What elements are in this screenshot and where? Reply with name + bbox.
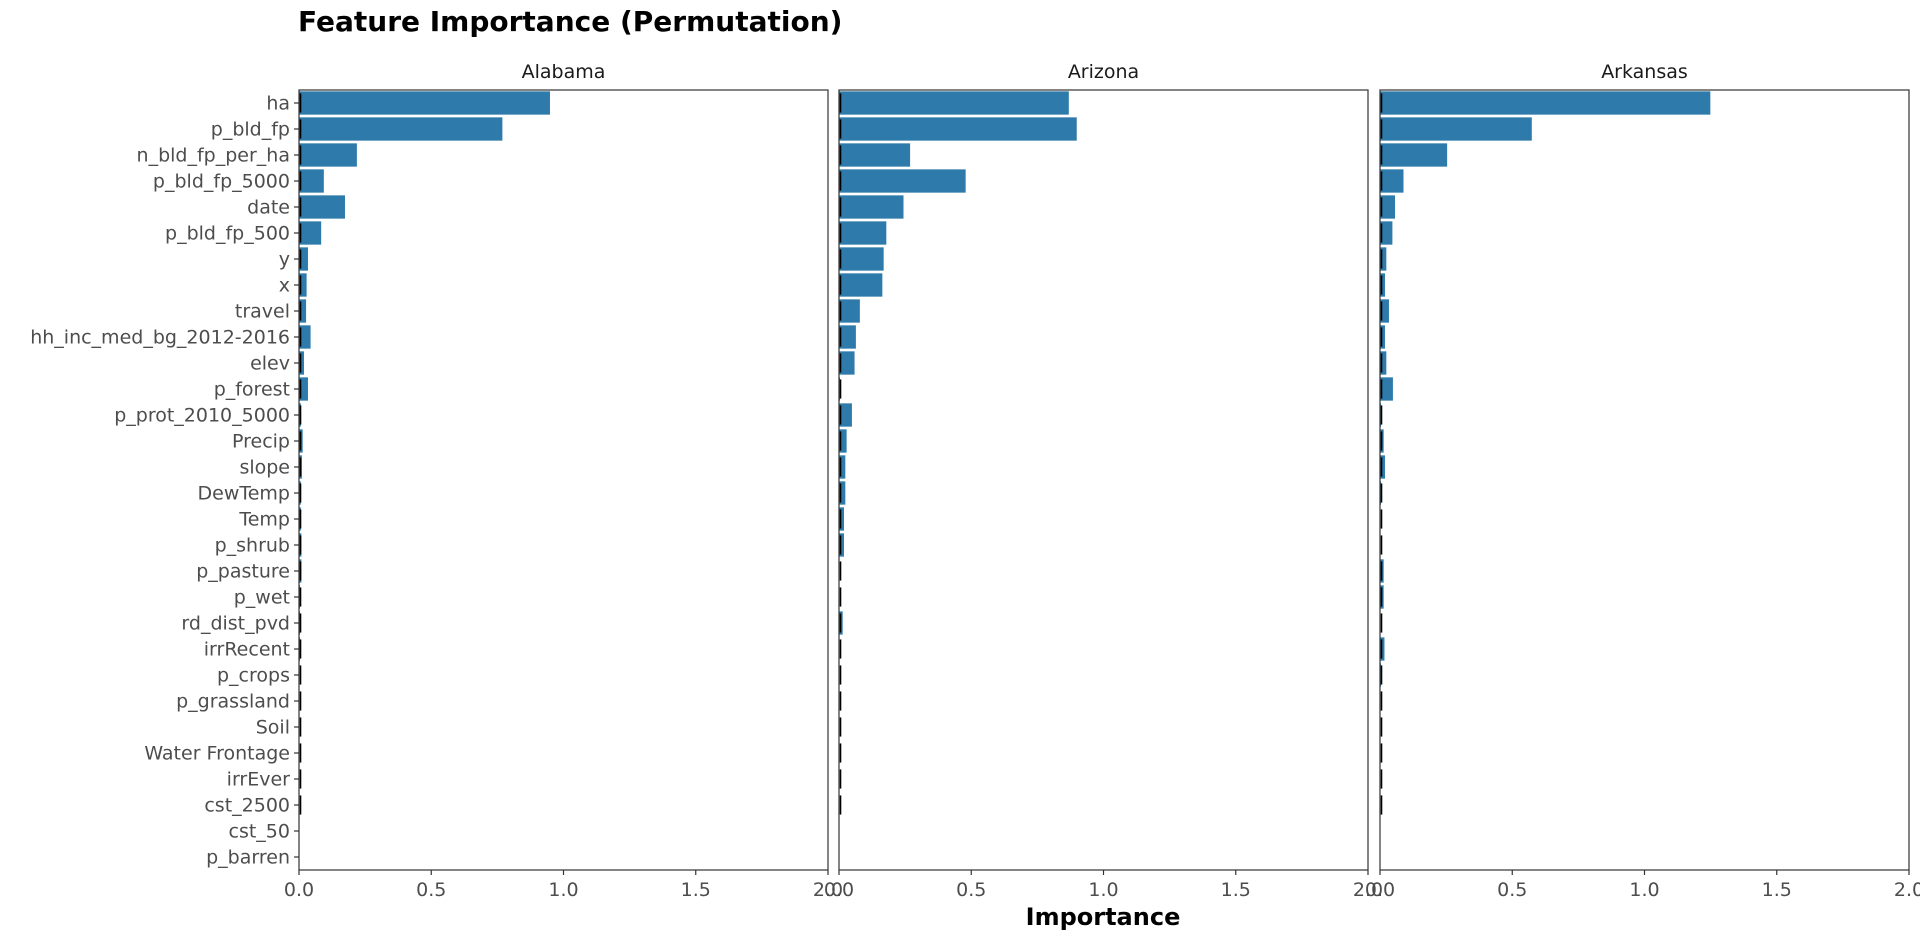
bar [298,168,325,194]
bar [1379,90,1711,116]
facet-panel-arizona: Arizona 0.0 0.5 1.0 1.5 2.0 [824,61,1383,901]
category-label: DewTemp [198,483,291,505]
category-label: slope [239,457,290,479]
category-label: irrEver [227,769,291,791]
panel-border [1379,89,1910,871]
x-tick-label: 0.0 [1365,879,1395,901]
x-tick-label: 2.0 [1353,879,1383,901]
bar [838,168,967,194]
x-axis-title: Importance [1026,903,1181,931]
bar [838,324,857,350]
x-tick-label: 0.0 [824,879,854,901]
bar [298,220,322,246]
bar [838,90,1070,116]
category-label: cst_50 [229,821,290,843]
bar [838,142,911,168]
facet-strip-label: Arizona [1068,61,1139,83]
category-label: p_bld_fp_5000 [153,171,290,193]
x-tick-label: 2.0 [1894,879,1920,901]
bar [838,272,883,298]
category-label: p_prot_2010_5000 [114,405,290,427]
bar [1379,168,1405,194]
facet-panels: Alabama 0.0 0.5 1.0 1.5 2.0 Arizona 0.0 0.5 1.0 1.… [284,61,1920,901]
bar [838,246,885,272]
bar [1379,142,1448,168]
x-tick-label: 0.5 [956,879,986,901]
category-label: Water Frontage [144,743,290,765]
category-label: hh_inc_med_bg_2012-2016 [30,327,290,349]
category-label: p_crops [217,665,290,687]
category-label: ha [266,93,290,115]
category-label: travel [235,301,290,323]
category-label: p_grassland [176,691,290,713]
panel-border [298,89,829,871]
bar [1379,116,1533,142]
bar [838,194,905,220]
bar [298,116,503,142]
chart-title: Feature Importance (Permutation) [298,5,842,38]
x-tick-label: 1.0 [548,879,578,901]
category-label: date [247,197,290,219]
bar [298,90,551,116]
category-label: p_bld_fp_500 [165,223,290,245]
category-label: p_pasture [196,561,290,583]
x-tick-label: 1.5 [681,879,711,901]
bar [838,220,887,246]
bar [298,142,358,168]
category-label: Temp [238,509,290,531]
facet-panel-arkansas: Arkansas 0.0 0.5 1.0 1.5 2.0 [1365,61,1920,901]
x-tick-label: 1.5 [1221,879,1251,901]
category-label: x [279,275,290,297]
bar [838,116,1078,142]
facet-panel-alabama: Alabama 0.0 0.5 1.0 1.5 2.0 [284,61,843,901]
category-label: rd_dist_pvd [181,613,290,635]
x-tick-label: 1.0 [1088,879,1118,901]
category-label: Precip [232,431,290,453]
category-label: p_bld_fp [211,119,290,141]
category-label: p_forest [214,379,290,401]
bar [838,350,856,376]
category-label: n_bld_fp_per_ha [137,145,290,167]
category-label: Soil [256,717,290,739]
category-label: p_shrub [215,535,290,557]
bar [1379,194,1396,220]
y-axis: ha p_bld_fp n_bld_fp_per_ha p_bld_fp_5000da… [30,93,299,869]
facet-strip-label: Arkansas [1601,61,1688,83]
x-tick-label: 0.5 [1497,879,1527,901]
x-tick-label: 0.0 [284,879,314,901]
category-label: p_wet [234,587,290,609]
category-label: elev [250,353,290,375]
bar [838,298,861,324]
category-label: p_barren [206,847,290,869]
x-tick-label: 2.0 [813,879,843,901]
x-tick-label: 1.0 [1629,879,1659,901]
bar [298,194,346,220]
category-label: cst_2500 [204,795,290,817]
category-label: irrRecent [204,639,290,661]
x-tick-label: 1.5 [1762,879,1792,901]
category-label: y [279,249,290,271]
x-tick-label: 0.5 [416,879,446,901]
facet-strip-label: Alabama [522,61,606,83]
panel-border [838,89,1369,871]
